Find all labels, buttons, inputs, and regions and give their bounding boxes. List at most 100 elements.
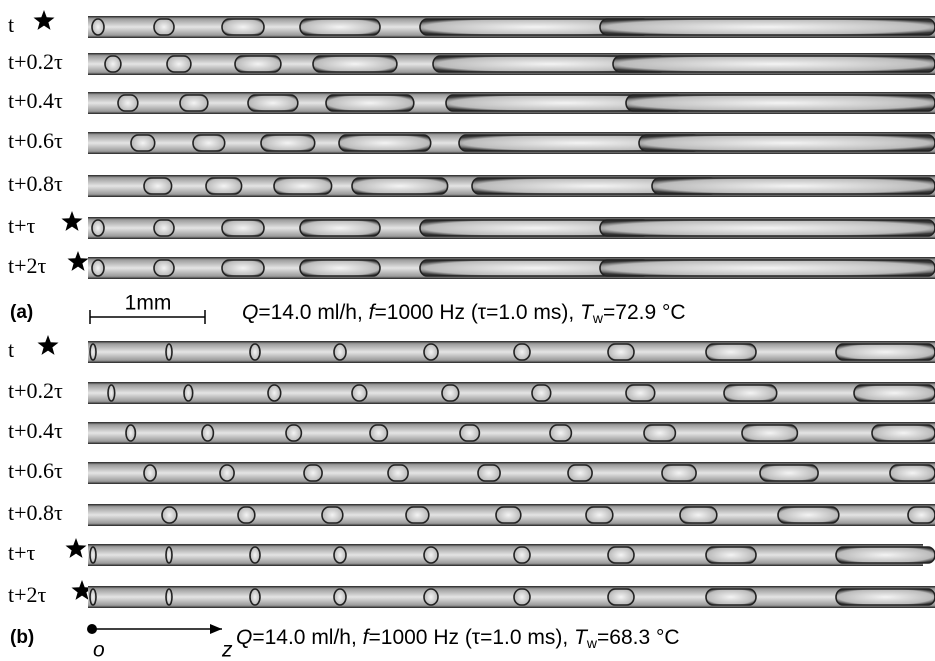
bubble: [222, 260, 264, 276]
bubble: [568, 465, 592, 481]
bubble: [206, 178, 242, 194]
channel: [88, 382, 935, 404]
channel: [88, 422, 935, 444]
bubble: [352, 385, 367, 401]
caption-part: =72.9 °C: [603, 301, 686, 324]
bubble: [742, 425, 797, 441]
bubble: [608, 589, 634, 605]
bubble: [724, 385, 777, 401]
row-label: t: [8, 337, 14, 362]
bubble: [154, 220, 174, 236]
bubble: [608, 547, 634, 563]
bubble: [326, 95, 414, 111]
bubble: [872, 425, 935, 441]
channel: [88, 341, 935, 363]
bubble: [836, 589, 935, 605]
bubble: [424, 344, 438, 360]
bubble: [424, 547, 438, 563]
bubble: [334, 547, 346, 563]
bubble: [778, 507, 839, 523]
bubble: [406, 507, 429, 523]
bubble: [300, 19, 380, 35]
scale-label: 1mm: [125, 292, 172, 315]
bubble: [586, 507, 613, 523]
bubble: [154, 260, 174, 276]
bubble: [908, 507, 935, 523]
row-label: t+0.4τ: [8, 418, 63, 443]
row-label: t+2τ: [8, 582, 47, 607]
bubble: [166, 344, 172, 360]
bubble: [144, 178, 172, 194]
bubble: [626, 95, 935, 111]
panel-label: (b): [10, 627, 34, 648]
row-label: t+0.2τ: [8, 378, 63, 403]
bubble: [238, 507, 255, 523]
bubble: [460, 425, 479, 441]
caption-part: Q: [236, 626, 252, 649]
bubble: [248, 95, 298, 111]
bubble: [890, 465, 935, 481]
bubble: [639, 135, 935, 151]
star: [34, 10, 55, 30]
bubble: [644, 425, 675, 441]
bubble: [322, 507, 343, 523]
bubble: [550, 425, 571, 441]
bubble: [162, 507, 177, 523]
bubble: [92, 260, 104, 276]
caption: Q=14.0 ml/h, f=1000 Hz (τ=1.0 ms), Tw=72…: [242, 301, 686, 326]
bubble: [442, 385, 459, 401]
bubble: [613, 56, 935, 72]
bubble: [202, 425, 213, 441]
row-label: t+0.8τ: [8, 171, 63, 196]
bubble: [154, 19, 174, 35]
bubble: [334, 344, 346, 360]
row-label: t+0.8τ: [8, 500, 63, 525]
bubble: [235, 56, 281, 72]
bubble: [108, 385, 115, 401]
bubble: [92, 19, 104, 35]
channel: [88, 586, 935, 608]
bubble: [600, 220, 935, 236]
star: [62, 211, 83, 231]
bubble: [261, 135, 315, 151]
panel-label: (a): [10, 302, 33, 323]
bubble: [184, 385, 193, 401]
bubble: [220, 465, 234, 481]
row-label: t+τ: [8, 213, 36, 238]
bubble: [514, 547, 530, 563]
bubble: [514, 344, 530, 360]
caption-part: =1000 Hz (τ=1.0 ms),: [369, 626, 575, 649]
bubble: [680, 507, 717, 523]
row-label: t+0.6τ: [8, 128, 63, 153]
bubble: [92, 220, 104, 236]
bubble: [286, 425, 301, 441]
bubble: [836, 344, 935, 360]
bubble: [144, 465, 156, 481]
bubble: [90, 344, 96, 360]
bubble: [126, 425, 135, 441]
star: [38, 335, 59, 355]
bubble: [706, 547, 756, 563]
bubble: [166, 547, 172, 563]
bubble: [105, 56, 121, 72]
caption-part: =68.3 °C: [597, 626, 680, 649]
bubble: [836, 547, 935, 563]
row-label: t+0.4τ: [8, 88, 63, 113]
row-label: t+τ: [8, 540, 36, 565]
caption-part: =14.0 ml/h,: [258, 301, 368, 324]
caption-part: =1000 Hz (τ=1.0 ms),: [375, 301, 581, 324]
bubble: [532, 385, 551, 401]
bubble: [268, 385, 281, 401]
bubble: [90, 589, 96, 605]
bubble: [250, 589, 260, 605]
caption-part: Q: [242, 301, 258, 324]
bubble: [300, 220, 380, 236]
bubble: [626, 385, 655, 401]
bubble: [608, 344, 634, 360]
bubble: [478, 465, 500, 481]
bubble: [180, 95, 208, 111]
axis-origin: o: [93, 639, 105, 661]
bubble: [854, 385, 935, 401]
bubble: [300, 260, 380, 276]
bubble: [388, 465, 408, 481]
